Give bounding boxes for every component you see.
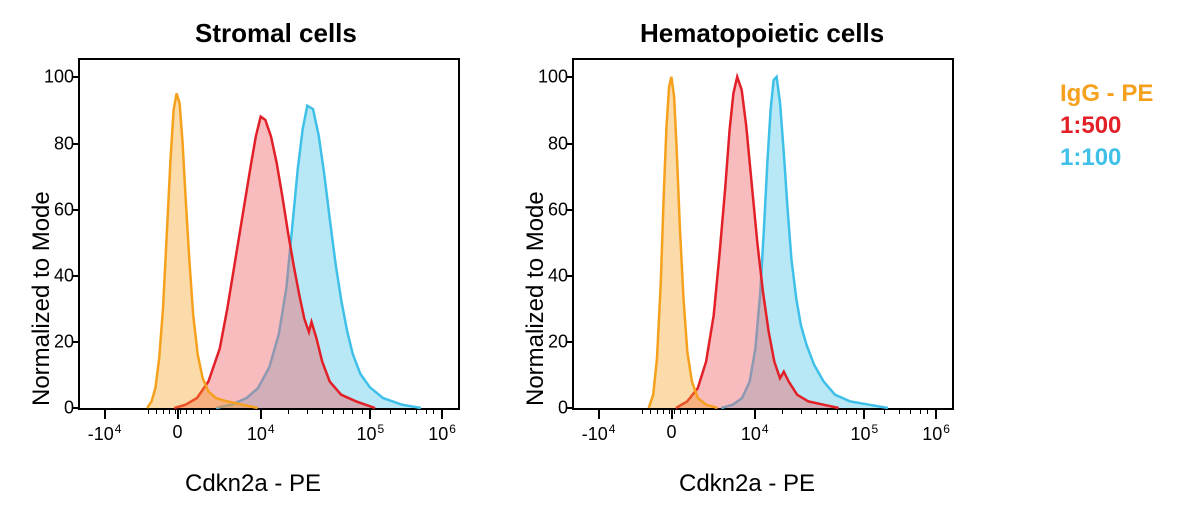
xtick-base: 10 bbox=[922, 424, 942, 444]
legend: IgG - PE 1:500 1:100 bbox=[1060, 80, 1153, 176]
x-axis-label-hematopoietic: Cdkn2a - PE bbox=[679, 470, 815, 498]
xtick-base: 0 bbox=[172, 422, 182, 442]
ytick-label: 60 bbox=[548, 199, 574, 220]
series-red-1-500 bbox=[676, 77, 839, 408]
x-axis-label-stromal: Cdkn2a - PE bbox=[185, 470, 321, 498]
xtick-exp: 6 bbox=[449, 422, 456, 436]
xtick-label: 104 bbox=[741, 408, 769, 445]
xtick-exp: 4 bbox=[115, 422, 122, 436]
histogram-svg-hematopoietic bbox=[573, 59, 953, 409]
xtick-label: 105 bbox=[356, 408, 384, 445]
xtick-base: 0 bbox=[666, 422, 676, 442]
legend-item-1-100: 1:100 bbox=[1060, 144, 1153, 172]
ytick-label: 20 bbox=[54, 331, 80, 352]
y-axis-label-hematopoietic: Normalized to Mode bbox=[522, 191, 550, 406]
xtick-exp: 6 bbox=[943, 422, 950, 436]
ytick-label: 20 bbox=[548, 331, 574, 352]
xtick-exp: 5 bbox=[377, 422, 384, 436]
xtick-base: -10 bbox=[582, 424, 608, 444]
xtick-label: 105 bbox=[850, 408, 878, 445]
ytick-label: 40 bbox=[54, 265, 80, 286]
plot-area-stromal: 0 20 40 60 80 100 -104 0 104 105 106 bbox=[78, 58, 460, 410]
ytick-label: 100 bbox=[538, 67, 574, 88]
figure-root: Stromal cells Normalized to Mode 0 20 40… bbox=[0, 0, 1204, 530]
xtick-base: -10 bbox=[88, 424, 114, 444]
xtick-base: 10 bbox=[247, 424, 267, 444]
ytick-label: 100 bbox=[44, 67, 80, 88]
xtick-base: 10 bbox=[428, 424, 448, 444]
xtick-exp: 4 bbox=[609, 422, 616, 436]
xtick-exp: 4 bbox=[762, 422, 769, 436]
panel-title-hematopoietic: Hematopoietic cells bbox=[640, 18, 884, 49]
y-axis-label-stromal: Normalized to Mode bbox=[28, 191, 56, 406]
ytick-label: 0 bbox=[558, 398, 574, 419]
plot-area-hematopoietic: 0 20 40 60 80 100 -104 0 104 105 106 bbox=[572, 58, 954, 410]
ytick-label: 80 bbox=[548, 133, 574, 154]
xtick-base: 10 bbox=[741, 424, 761, 444]
histogram-svg-stromal bbox=[79, 59, 459, 409]
xtick-label: -104 bbox=[582, 408, 616, 445]
xtick-label: -104 bbox=[88, 408, 122, 445]
ytick-label: 60 bbox=[54, 199, 80, 220]
ytick-label: 0 bbox=[64, 398, 80, 419]
ytick-label: 40 bbox=[548, 265, 574, 286]
xtick-label: 104 bbox=[247, 408, 275, 445]
xtick-label: 106 bbox=[922, 408, 950, 445]
legend-item-1-500: 1:500 bbox=[1060, 112, 1153, 140]
xtick-exp: 4 bbox=[268, 422, 275, 436]
xtick-label: 106 bbox=[428, 408, 456, 445]
xtick-exp: 5 bbox=[871, 422, 878, 436]
ytick-label: 80 bbox=[54, 133, 80, 154]
panel-title-stromal: Stromal cells bbox=[195, 18, 357, 49]
xtick-base: 10 bbox=[356, 424, 376, 444]
legend-item-igg: IgG - PE bbox=[1060, 80, 1153, 108]
xtick-base: 10 bbox=[850, 424, 870, 444]
